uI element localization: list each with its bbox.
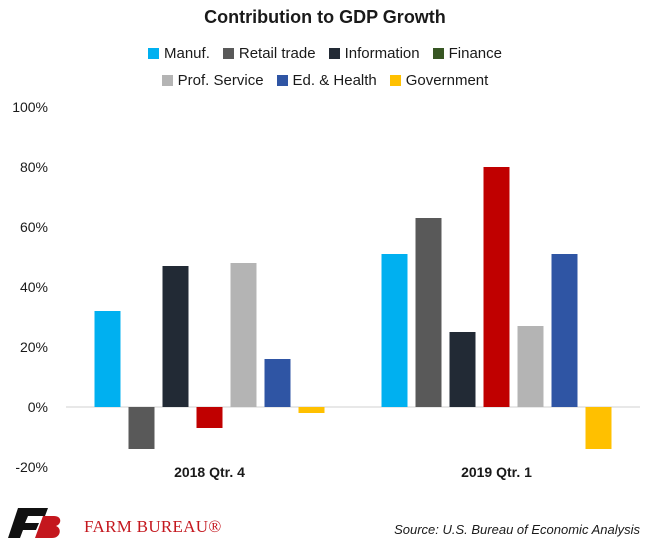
bar-ed-health	[264, 359, 291, 407]
bar-plot: -20% 0% 20% 40% 60% 80% 100% 2018 Qtr. 4 2019 Qt…	[12, 99, 640, 480]
y-tick-label: 60%	[20, 219, 48, 235]
legend-swatch	[389, 75, 401, 86]
y-tick-label: -20%	[15, 459, 48, 475]
legend-swatch	[161, 75, 173, 86]
bar-prof-service	[517, 326, 544, 407]
bar-government	[298, 407, 325, 413]
y-tick-label: 80%	[20, 159, 48, 175]
farm-bureau-logo	[8, 508, 61, 538]
bar-finance	[196, 407, 223, 428]
brand-name: FARM BUREAU®	[84, 517, 222, 536]
chart-title: Contribution to GDP Growth	[204, 7, 446, 27]
source-note: Source: U.S. Bureau of Economic Analysis	[394, 522, 640, 537]
legend-label: Prof. Service	[177, 72, 264, 89]
x-category-label: 2019 Qtr. 1	[461, 464, 532, 480]
y-tick-label: 20%	[20, 339, 48, 355]
bar-government	[585, 407, 612, 449]
legend-swatch	[328, 48, 340, 59]
x-category-label: 2018 Qtr. 4	[174, 464, 245, 480]
legend-label: Government	[405, 72, 489, 89]
bar-prof-service	[230, 263, 257, 407]
bar-manuf	[381, 254, 408, 407]
legend-row-1: Manuf. Retail trade Information Finance	[0, 45, 650, 62]
legend-swatch	[222, 48, 234, 59]
legend-item: Information	[328, 45, 420, 62]
legend-item: Retail trade	[222, 45, 316, 62]
legend-item: Government	[389, 72, 489, 89]
bar-manuf	[94, 311, 121, 407]
legend-row-2: Prof. Service Ed. & Health Government	[0, 72, 650, 89]
legend-item: Ed. & Health	[276, 72, 377, 89]
bar-retail-trade	[128, 407, 155, 449]
y-tick-label: 0%	[28, 399, 48, 415]
legend-swatch	[276, 75, 288, 86]
bar-information	[449, 332, 476, 407]
legend-label: Finance	[448, 45, 502, 62]
legend-swatch	[432, 48, 444, 59]
legend-label: Retail trade	[238, 45, 316, 62]
legend-swatch	[148, 48, 159, 59]
legend-label: Ed. & Health	[292, 72, 377, 89]
y-tick-label: 100%	[12, 99, 48, 115]
legend-item: Manuf.	[148, 45, 210, 62]
bar-information	[162, 266, 189, 407]
y-tick-label: 40%	[20, 279, 48, 295]
bar-retail-trade	[415, 218, 442, 407]
legend-label: Information	[344, 45, 420, 62]
legend-item: Prof. Service	[161, 72, 264, 89]
bar-finance	[483, 167, 510, 407]
legend-item: Finance	[432, 45, 502, 62]
legend-label: Manuf.	[164, 45, 210, 62]
bar-ed-health	[551, 254, 578, 407]
